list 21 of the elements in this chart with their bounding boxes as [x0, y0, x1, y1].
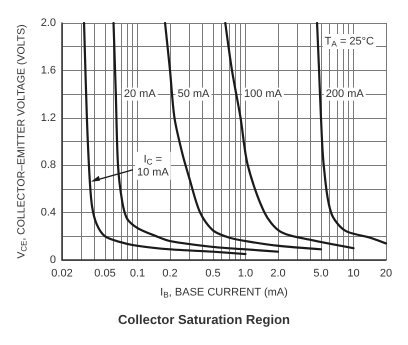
y-tick-label: 2.0 — [40, 17, 56, 29]
y-tick-label: 1.2 — [40, 112, 56, 124]
x-tick-label: 5.0 — [313, 268, 329, 280]
x-tick-label: 0.05 — [94, 268, 116, 280]
x-tick-label: 1.0 — [238, 268, 254, 280]
x-tick-label: 0.1 — [130, 268, 146, 280]
y-tick-label: 0.8 — [40, 159, 56, 172]
y-tick-label: 0 — [50, 254, 56, 266]
x-tick-label: 10 — [347, 268, 360, 280]
x-tick-label: 0.02 — [51, 268, 73, 280]
annotation: 200 mA — [326, 88, 364, 100]
x-tick-label: 0.5 — [205, 268, 221, 280]
x-tick-label: 0.2 — [162, 268, 178, 280]
x-tick-label: 2.0 — [270, 268, 286, 280]
x-tick-label: 20 — [380, 268, 392, 280]
y-tick-label: 1.6 — [40, 64, 56, 76]
text: Collector Saturation Region — [118, 312, 290, 327]
y-tick-label: 0.4 — [40, 206, 56, 219]
annotation: 100 mA — [244, 88, 283, 100]
annotation: 50 mA — [178, 88, 210, 100]
annotation: 20 mA — [124, 88, 156, 100]
